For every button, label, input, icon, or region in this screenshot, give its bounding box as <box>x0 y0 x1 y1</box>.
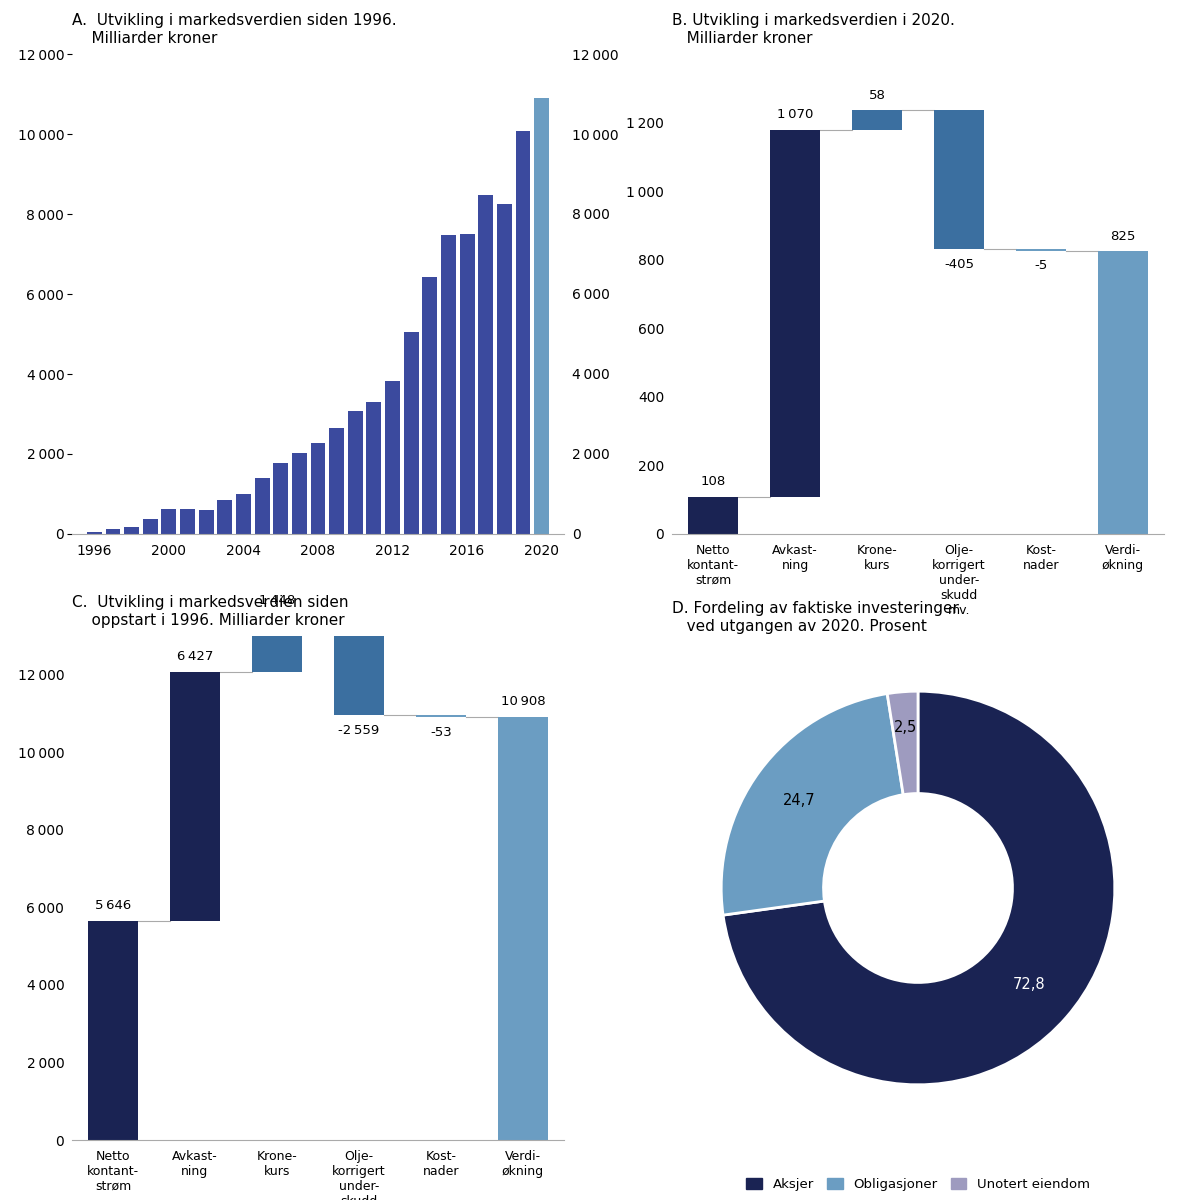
Bar <box>252 616 301 672</box>
Bar <box>170 672 220 922</box>
Bar <box>199 510 214 534</box>
Bar <box>236 493 251 534</box>
Text: 1 070: 1 070 <box>776 108 814 121</box>
Bar <box>689 497 738 534</box>
Bar <box>292 454 307 534</box>
Text: -5: -5 <box>1034 259 1048 272</box>
Bar <box>442 235 456 534</box>
Bar <box>498 718 547 1140</box>
Bar <box>180 509 196 534</box>
Bar <box>852 110 901 130</box>
Bar <box>935 110 984 250</box>
Text: A.  Utvikling i markedsverdien siden 1996.
    Milliarder kroner: A. Utvikling i markedsverdien siden 1996… <box>72 13 397 46</box>
Bar <box>1098 251 1147 534</box>
Bar <box>416 715 466 718</box>
Bar <box>534 97 550 534</box>
Text: 6 427: 6 427 <box>176 650 214 662</box>
Bar <box>422 277 437 534</box>
Legend: Aksjer, Obligasjoner, Unotert eiendom: Aksjer, Obligasjoner, Unotert eiendom <box>740 1172 1096 1196</box>
Text: D. Fordeling av faktiske investeringer
   ved utgangen av 2020. Prosent: D. Fordeling av faktiske investeringer v… <box>672 601 959 634</box>
Wedge shape <box>887 691 918 794</box>
Bar <box>86 532 102 534</box>
Text: 1 448: 1 448 <box>259 594 295 607</box>
Bar <box>385 382 400 534</box>
Bar <box>106 529 120 534</box>
Bar <box>329 428 344 534</box>
Text: C.  Utvikling i markedsverdien siden
    oppstart i 1996. Milliarder kroner: C. Utvikling i markedsverdien siden opps… <box>72 595 348 628</box>
Bar <box>460 234 474 534</box>
Bar <box>143 518 157 534</box>
Text: 72,8: 72,8 <box>1013 978 1045 992</box>
Wedge shape <box>724 691 1115 1085</box>
Bar <box>274 463 288 534</box>
Bar <box>124 527 139 534</box>
Bar <box>335 616 384 715</box>
Bar <box>479 194 493 534</box>
Bar <box>162 510 176 534</box>
Text: 5 646: 5 646 <box>95 899 131 912</box>
Bar <box>497 204 512 534</box>
Text: 2,5: 2,5 <box>894 720 917 734</box>
Bar <box>217 500 233 534</box>
Bar <box>1016 250 1066 251</box>
Text: -53: -53 <box>430 726 452 739</box>
Wedge shape <box>721 694 904 916</box>
Bar <box>89 922 138 1140</box>
Bar <box>366 402 382 534</box>
Bar <box>516 131 530 534</box>
Bar <box>254 478 270 534</box>
Bar <box>348 410 362 534</box>
Bar <box>770 130 820 497</box>
Text: B. Utvikling i markedsverdien i 2020.
   Milliarder kroner: B. Utvikling i markedsverdien i 2020. Mi… <box>672 13 955 46</box>
Text: -405: -405 <box>944 258 974 271</box>
Bar <box>403 332 419 534</box>
Text: 58: 58 <box>869 89 886 102</box>
Text: 825: 825 <box>1110 229 1135 242</box>
Text: 24,7: 24,7 <box>784 793 816 808</box>
Text: 108: 108 <box>701 475 726 488</box>
Bar <box>311 443 325 534</box>
Text: -2 559: -2 559 <box>338 724 379 737</box>
Text: 10 908: 10 908 <box>500 695 545 708</box>
